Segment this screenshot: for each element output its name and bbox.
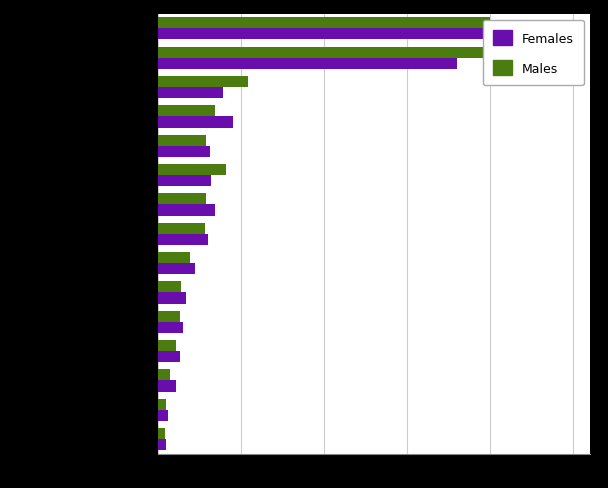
Bar — [158, 223, 204, 234]
Bar — [158, 47, 506, 59]
Bar — [158, 340, 176, 351]
Bar — [158, 77, 247, 88]
Bar — [158, 176, 211, 187]
Bar — [158, 205, 215, 216]
Bar — [158, 18, 490, 29]
Bar — [158, 194, 206, 205]
Bar — [158, 164, 226, 176]
Bar — [158, 351, 180, 363]
Bar — [158, 369, 170, 381]
Bar — [158, 29, 523, 41]
Bar — [158, 410, 168, 421]
Bar — [158, 252, 190, 264]
Bar — [158, 381, 176, 392]
Bar — [158, 439, 167, 450]
Bar — [158, 399, 167, 410]
Bar — [158, 264, 195, 275]
Legend: Females, Males: Females, Males — [483, 21, 584, 86]
Bar — [158, 106, 215, 117]
Bar — [158, 311, 180, 322]
Bar — [158, 146, 210, 158]
Bar — [158, 322, 183, 333]
Bar — [158, 59, 457, 70]
Bar — [158, 117, 233, 128]
Bar — [158, 234, 208, 245]
Bar — [158, 88, 223, 99]
Bar — [158, 293, 186, 304]
Bar — [158, 428, 165, 439]
Bar — [158, 135, 206, 146]
Bar — [158, 282, 181, 293]
